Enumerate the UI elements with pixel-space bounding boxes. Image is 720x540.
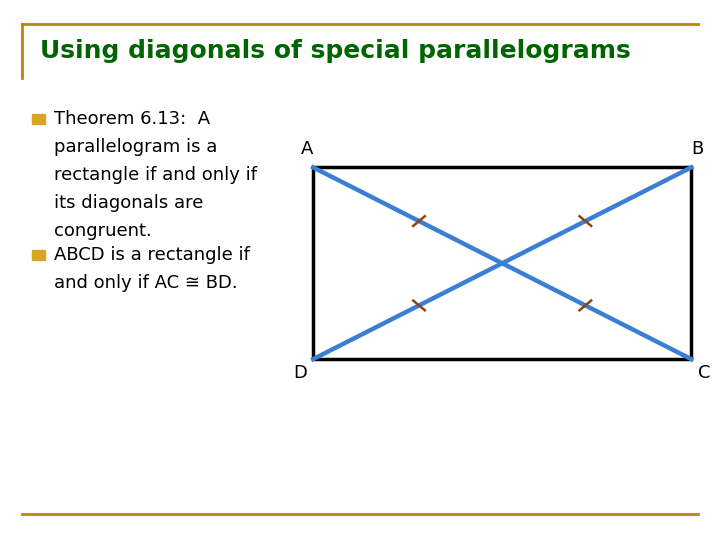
Text: and only if AC ≅ BD.: and only if AC ≅ BD.: [54, 274, 238, 292]
Text: A: A: [300, 140, 313, 158]
Text: C: C: [698, 364, 710, 382]
Bar: [32, 250, 45, 260]
Text: congruent.: congruent.: [54, 222, 152, 240]
Text: rectangle if and only if: rectangle if and only if: [54, 166, 257, 184]
Text: parallelogram is a: parallelogram is a: [54, 138, 217, 156]
Text: D: D: [293, 364, 307, 382]
Text: Theorem 6.13:  A: Theorem 6.13: A: [54, 110, 210, 128]
Text: its diagonals are: its diagonals are: [54, 194, 203, 212]
Text: B: B: [691, 140, 704, 158]
Text: Using diagonals of special parallelograms: Using diagonals of special parallelogram…: [40, 39, 630, 63]
Bar: [313, 167, 691, 359]
Text: ABCD is a rectangle if: ABCD is a rectangle if: [54, 246, 250, 264]
Bar: [32, 114, 45, 124]
